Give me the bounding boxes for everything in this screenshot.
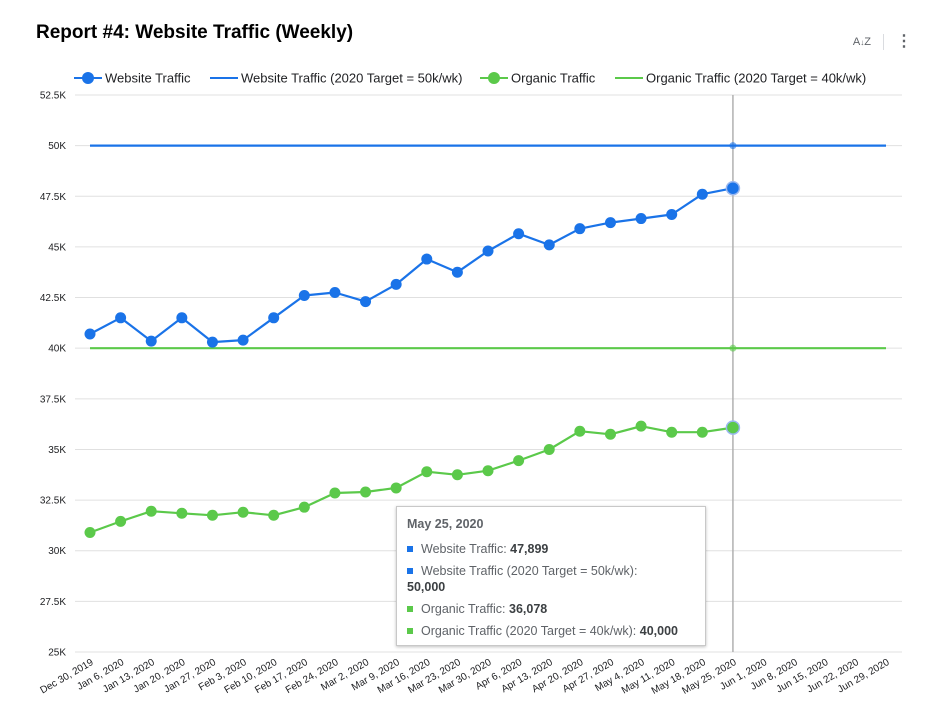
data-point bbox=[729, 142, 737, 150]
data-point bbox=[145, 505, 157, 517]
data-point bbox=[574, 223, 586, 235]
data-point bbox=[237, 506, 249, 518]
data-point bbox=[421, 466, 433, 478]
data-point bbox=[206, 509, 218, 521]
tooltip-label: Website Traffic (2020 Target = 50k/wk): bbox=[421, 564, 638, 578]
y-tick-label: 27.5K bbox=[40, 597, 66, 608]
legend-label: Website Traffic (2020 Target = 50k/wk) bbox=[241, 71, 462, 86]
data-point bbox=[729, 344, 737, 352]
data-point bbox=[360, 296, 372, 308]
tooltip-swatch bbox=[407, 628, 413, 634]
data-point bbox=[176, 507, 188, 519]
chart-title: Report #4: Website Traffic (Weekly) bbox=[36, 22, 354, 43]
tooltip-value: 50,000 bbox=[407, 580, 446, 594]
tooltip-swatch bbox=[407, 568, 413, 574]
tooltip-swatch bbox=[407, 606, 413, 612]
chart-toolbar: A↓Z ⋮ bbox=[853, 34, 912, 50]
data-point bbox=[421, 253, 433, 265]
y-tick-label: 47.5K bbox=[40, 192, 66, 203]
tooltip-label: Organic Traffic (2020 Target = 40k/wk): bbox=[421, 624, 640, 638]
tooltip-label: Website Traffic: bbox=[421, 542, 511, 556]
y-tick-label: 45K bbox=[48, 242, 66, 253]
tooltip-date: May 25, 2020 bbox=[407, 517, 484, 531]
series-line bbox=[89, 425, 734, 534]
y-tick-label: 37.5K bbox=[40, 394, 66, 405]
data-point bbox=[635, 420, 647, 432]
tooltip-row: Organic Traffic (2020 Target = 40k/wk): … bbox=[407, 623, 695, 639]
data-point bbox=[696, 426, 708, 438]
y-tick-label: 42.5K bbox=[40, 293, 66, 304]
data-point bbox=[451, 469, 463, 481]
legend-label: Organic Traffic bbox=[511, 71, 596, 86]
data-point bbox=[329, 487, 341, 499]
data-point bbox=[390, 278, 402, 290]
series-lines bbox=[89, 144, 886, 534]
data-point bbox=[451, 266, 463, 278]
hover-tooltip: May 25, 2020 Website Traffic: 47,899 Web… bbox=[396, 506, 706, 646]
legend-label: Website Traffic bbox=[105, 71, 191, 86]
data-point bbox=[84, 328, 96, 340]
data-point bbox=[604, 217, 616, 229]
sort-az-icon[interactable]: A↓Z bbox=[852, 35, 871, 48]
y-tick-label: 50K bbox=[48, 141, 66, 152]
y-tick-label: 35K bbox=[48, 445, 66, 456]
series-line bbox=[89, 187, 734, 344]
data-point bbox=[482, 245, 494, 257]
y-tick-label: 52.5K bbox=[40, 91, 66, 102]
data-point bbox=[390, 482, 402, 494]
data-point bbox=[604, 428, 616, 440]
data-point bbox=[666, 426, 678, 438]
tooltip-row: Website Traffic (2020 Target = 50k/wk): … bbox=[407, 563, 695, 595]
toolbar-divider bbox=[883, 34, 884, 50]
data-point bbox=[513, 455, 525, 467]
data-point bbox=[329, 286, 341, 298]
tooltip-row: Website Traffic: 47,899 bbox=[407, 541, 695, 557]
data-point bbox=[115, 312, 127, 324]
tooltip-value: 47,899 bbox=[510, 542, 549, 556]
data-point bbox=[574, 425, 586, 437]
tooltip-swatch bbox=[407, 546, 413, 552]
y-tick-label: 32.5K bbox=[40, 496, 66, 507]
data-point bbox=[543, 239, 555, 251]
data-point bbox=[115, 515, 127, 527]
data-point bbox=[298, 501, 310, 513]
legend: Website Traffic Website Traffic (2020 Tar… bbox=[74, 71, 866, 86]
data-point bbox=[725, 420, 741, 435]
data-point bbox=[268, 509, 280, 521]
data-point bbox=[237, 334, 249, 346]
data-point bbox=[360, 486, 372, 498]
data-point bbox=[176, 312, 188, 324]
data-point bbox=[206, 336, 218, 348]
data-point bbox=[298, 290, 310, 302]
data-point bbox=[543, 443, 555, 455]
y-tick-label: 40K bbox=[48, 344, 66, 355]
y-tick-label: 25K bbox=[48, 648, 66, 659]
tooltip-value: 36,078 bbox=[509, 602, 548, 616]
data-point bbox=[666, 209, 678, 221]
data-point bbox=[696, 188, 708, 200]
tooltip-label: Organic Traffic: bbox=[421, 602, 509, 616]
data-point bbox=[145, 335, 157, 347]
data-point bbox=[482, 465, 494, 477]
legend-swatch-marker bbox=[488, 72, 500, 84]
series-markers bbox=[84, 142, 741, 538]
legend-label: Organic Traffic (2020 Target = 40k/wk) bbox=[646, 71, 866, 86]
data-point bbox=[635, 213, 647, 225]
more-vert-icon[interactable]: ⋮ bbox=[896, 33, 912, 50]
data-point bbox=[513, 228, 525, 240]
data-point bbox=[725, 180, 741, 196]
y-axis: 25K 27.5K 30K 32.5K 35K 37.5K 40K 42.5K 45K 47.5K… bbox=[40, 91, 66, 659]
y-tick-label: 30K bbox=[48, 546, 66, 557]
tooltip-value: 40,000 bbox=[639, 624, 678, 638]
tooltip-row: Organic Traffic: 36,078 bbox=[407, 601, 695, 617]
data-point bbox=[268, 312, 280, 324]
data-point bbox=[84, 526, 96, 538]
legend-swatch-marker bbox=[82, 72, 94, 84]
